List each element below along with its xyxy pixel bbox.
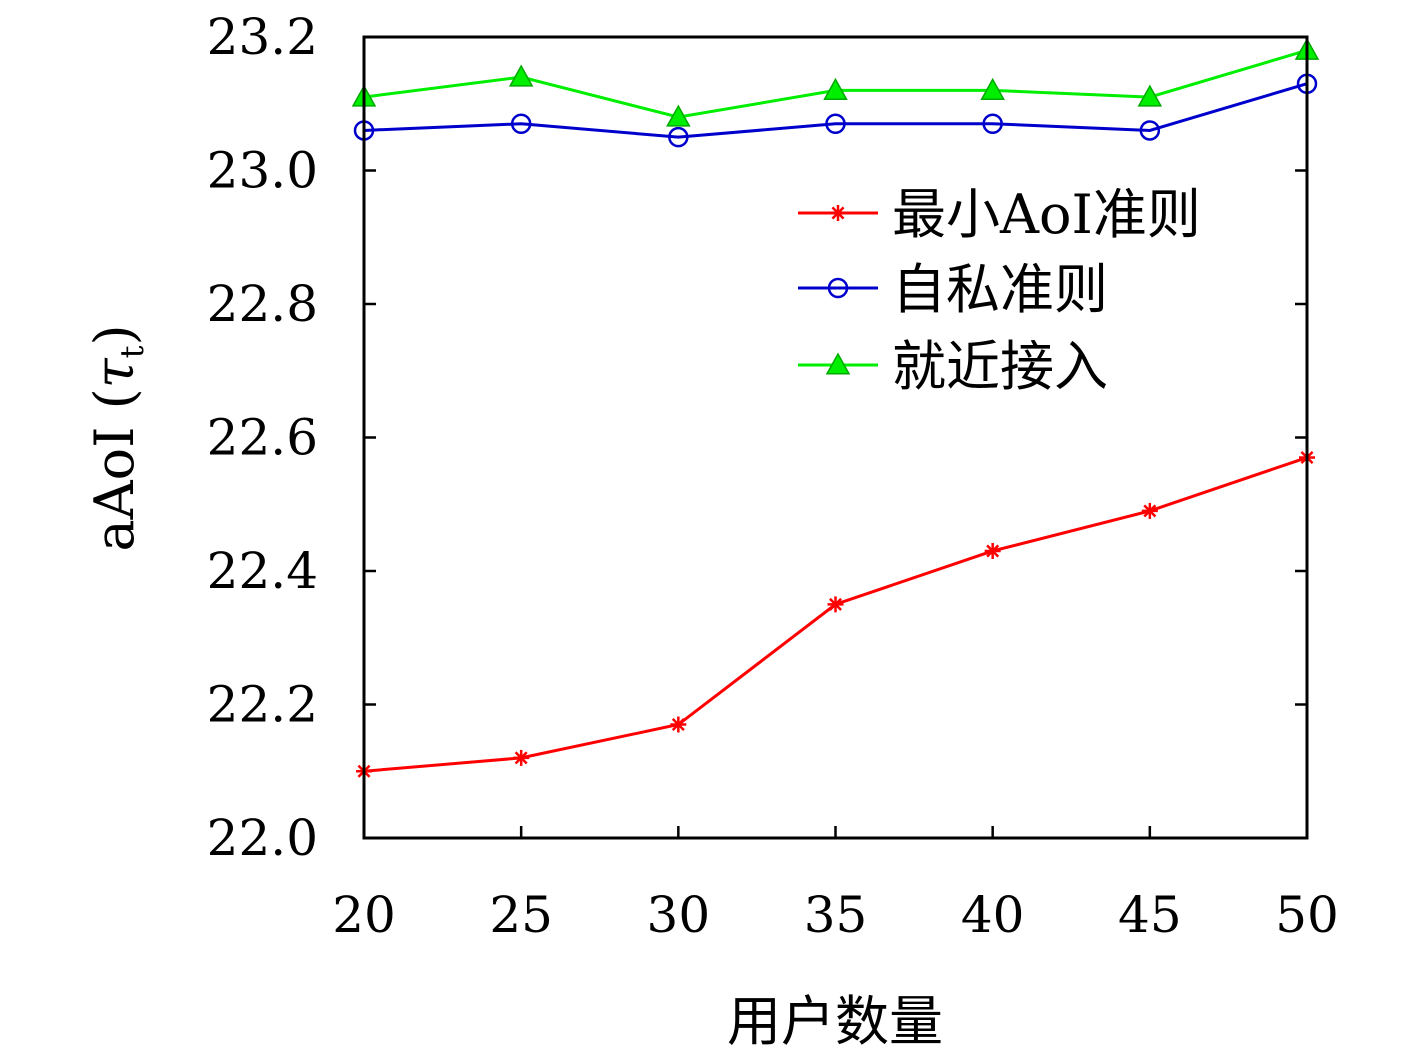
axis-ticks [362,35,1309,840]
series [353,73,1318,148]
legend-label: 就近接入 [892,335,1108,398]
series-line [363,456,1308,773]
legend-item: 就近接入 [798,335,1108,398]
y-tick-label: 22.8 [207,275,318,333]
legend-marker [827,277,849,299]
data-point [670,716,687,733]
legend-marker [825,352,851,375]
y-axis-title-close: ) [83,324,146,345]
star-stroke [1143,504,1157,518]
legend-label: 自私准则 [892,258,1108,321]
plot-frame [362,35,1309,840]
data-point [510,113,532,135]
star-stroke [514,751,528,765]
x-tick-label: 25 [489,886,553,944]
data-point [984,542,1001,559]
data-point [830,205,846,221]
series [356,449,1315,780]
y-axis-title-subscript: t [113,345,151,358]
x-tick-label: 45 [1118,886,1182,944]
series [351,37,1320,127]
legend-item: 自私准则 [798,258,1108,321]
x-tick-label: 35 [804,886,868,944]
data-point [1137,84,1163,107]
series-layer [351,37,1320,780]
y-tick-labels: 22.0 22.2 22.4 22.6 22.8 23.0 23.2 [207,8,318,867]
x-axis-title: 用户数量 [727,990,943,1050]
data-point [980,77,1005,100]
data-point [1141,502,1158,519]
star-stroke [831,206,845,220]
data-point [508,64,534,87]
data-point [823,77,848,100]
star-stroke [671,718,685,732]
star-stroke [829,597,842,611]
y-tick-label: 23.2 [207,8,318,66]
x-tick-labels: 20 25 30 35 40 45 50 [332,886,1339,944]
data-point [668,126,689,148]
legend-marker [830,205,846,221]
series-line [363,82,1308,139]
y-axis-title: aAoI (τt) [83,324,151,551]
y-axis-title-tau: τ [83,357,146,388]
data-point [982,113,1003,135]
legend-label: 最小AoI准则 [892,183,1201,246]
y-tick-label: 22.6 [207,409,318,467]
x-tick-label: 20 [332,886,396,944]
data-point [825,352,851,375]
legend-item: 最小AoI准则 [798,183,1201,246]
y-tick-label: 22.4 [207,542,318,600]
x-tick-label: 50 [1275,886,1339,944]
data-point [827,596,844,613]
star-stroke [986,544,1000,558]
x-tick-label: 40 [961,886,1025,944]
legend: 最小AoI准则 自私准则 就近接入 [798,183,1201,398]
data-point [666,104,691,127]
y-tick-label: 22.2 [207,676,318,734]
data-point [827,277,849,299]
y-tick-label: 23.0 [207,142,318,200]
y-axis-title-main: aAoI ( [83,388,146,551]
data-point [513,749,530,766]
y-tick-label: 22.0 [207,809,318,867]
data-point [1139,120,1161,141]
data-point [825,113,846,135]
x-tick-label: 30 [647,886,711,944]
